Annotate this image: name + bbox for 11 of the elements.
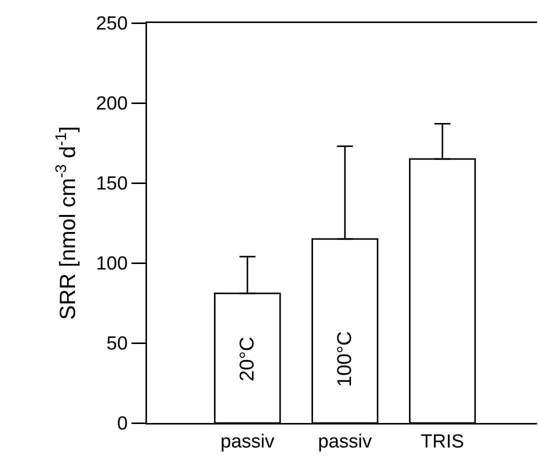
annotation: 20°C xyxy=(236,336,258,382)
y-tick-label: 250 xyxy=(96,14,128,35)
y-tick-label: 50 xyxy=(106,334,128,355)
x-tick-label: passiv xyxy=(220,431,275,452)
x-tick-label: TRIS xyxy=(420,431,464,452)
y-tick-label: 150 xyxy=(96,174,128,195)
y-tick-label: 200 xyxy=(96,94,128,115)
x-tick-label: passiv xyxy=(318,431,372,452)
y-tick-label: 0 xyxy=(117,414,128,435)
annotation: 100°C xyxy=(334,331,356,387)
y-tick-label: 100 xyxy=(96,254,128,275)
